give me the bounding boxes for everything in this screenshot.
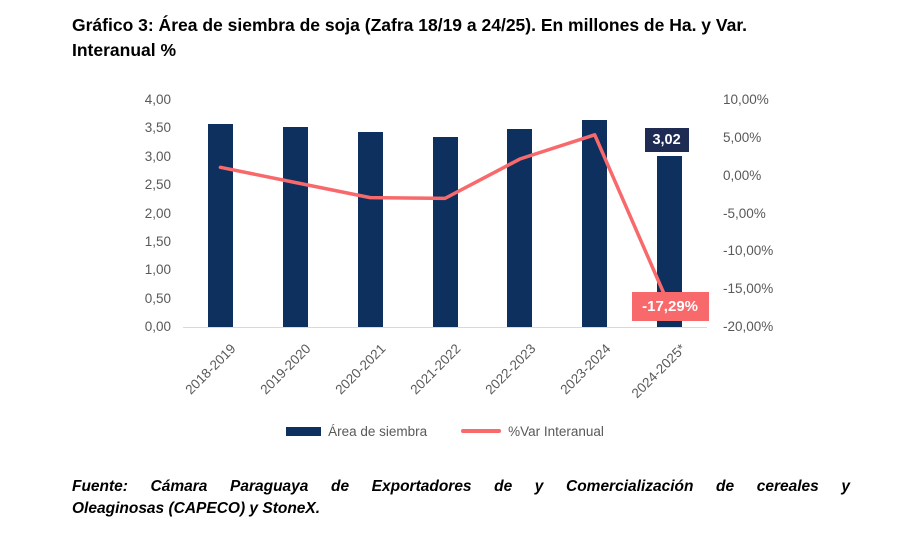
- source-note-line-2: Oleaginosas (CAPECO) y StoneX.: [72, 500, 321, 517]
- legend: Área de siembra %Var Interanual: [183, 421, 707, 441]
- legend-label: Área de siembra: [328, 423, 428, 439]
- chart-title-line-1: Gráfico 3: Área de siembra de soja (Zafr…: [72, 15, 748, 35]
- data-label-line: -17,29%: [631, 291, 709, 321]
- y-axis-left-tick-label: 0,00: [144, 319, 171, 334]
- x-axis-label-2018-2019: 2018-2019: [182, 341, 240, 398]
- y-axis-right-tick-label: 10,00%: [723, 92, 769, 107]
- y-axis-left-tick-label: 4,00: [144, 92, 171, 107]
- x-axis-label-2019-2020: 2019-2020: [257, 341, 314, 398]
- x-axis-label-2021-2022: 2021-2022: [407, 341, 464, 398]
- y-axis-left-tick-label: 3,00: [144, 148, 171, 164]
- y-axis-left-tick-label: 0,50: [144, 290, 171, 306]
- y-axis-left-tick-label: 2,00: [144, 205, 171, 221]
- x-axis-label-2023-2024: 2023-2024: [557, 341, 614, 398]
- source-note-line-1: Fuente: Cámara Paraguaya de Exportadores…: [72, 478, 850, 495]
- data-label-bar: 3,02: [644, 128, 689, 152]
- legend-label: %Var Interanual: [508, 423, 604, 439]
- y-axis-left-tick-label: 1,00: [144, 262, 171, 278]
- legend-item-area-de-siembra: Área de siembra: [286, 424, 427, 439]
- var-line-layer: [218, 133, 672, 309]
- y-axis-left-tick-label: 3,50: [144, 120, 171, 136]
- var-line: [218, 133, 672, 309]
- bar-2020-2021: [357, 131, 383, 327]
- x-axis-label-2020-2021: 2020-2021: [332, 341, 389, 398]
- x-axis-label-2024-2025*: 2024-2025*: [628, 341, 689, 401]
- y-axis-right-tick-label: -10,00%: [723, 243, 774, 259]
- bar-2019-2020: [282, 126, 308, 327]
- legend-line-swatch: [461, 429, 502, 433]
- y-axis-left-tick-label: 2,50: [144, 177, 171, 193]
- y-axis-right-tick-label: -5,00%: [723, 205, 766, 221]
- x-axis-line: [183, 327, 707, 328]
- chart-title-line-2: Interanual %: [72, 40, 177, 60]
- y-axis-right-tick-label: -15,00%: [723, 281, 774, 297]
- y-axis-right-tick-label: 5,00%: [723, 129, 762, 145]
- legend-bar-swatch: [286, 426, 322, 436]
- y-axis-left-tick-label: 1,50: [144, 233, 171, 249]
- chart-title: Gráfico 3: Área de siembra de soja (Zafr…: [72, 13, 872, 63]
- legend-item-var-interanual: %Var Interanual: [461, 424, 604, 439]
- y-axis-right-tick-label: -20,00%: [723, 319, 774, 334]
- bar-2021-2022: [432, 137, 458, 327]
- x-axis-label-2022-2023: 2022-2023: [482, 341, 539, 398]
- bar-2018-2019: [207, 124, 233, 327]
- y-axis-right-tick-label: 0,00%: [723, 167, 762, 183]
- source-note: Fuente: Cámara Paraguaya de Exportadores…: [72, 476, 850, 520]
